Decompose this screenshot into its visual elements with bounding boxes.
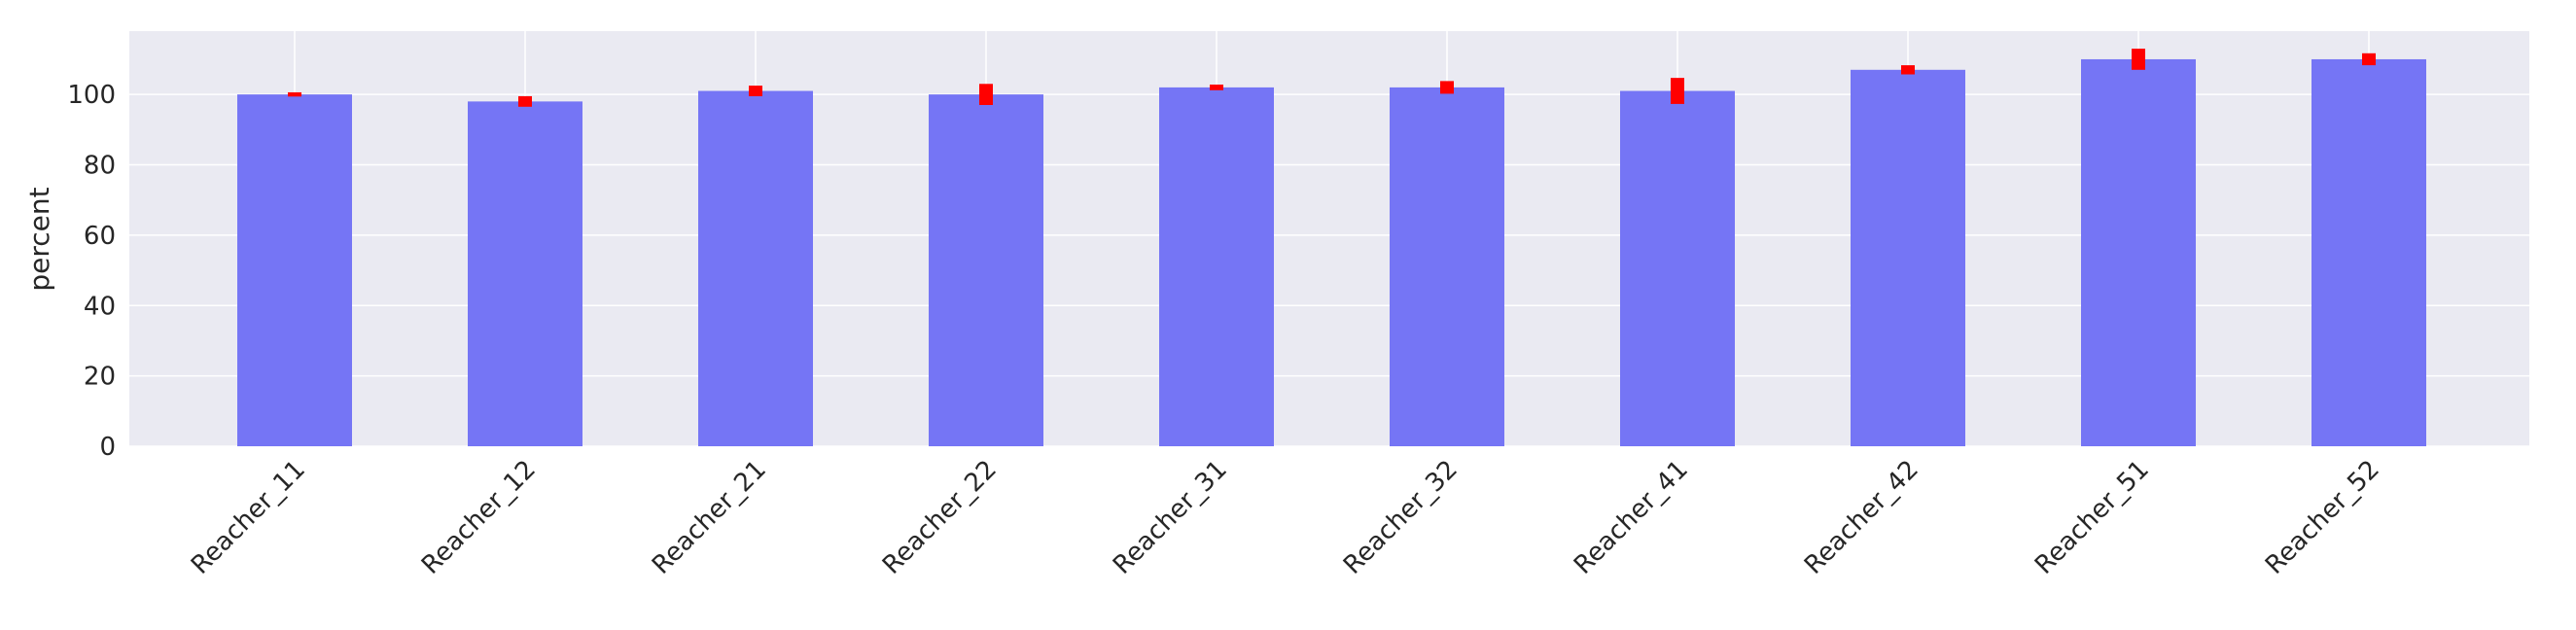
error-bars [288,49,2376,107]
bar-reacher-41 [1620,90,1735,446]
x-tick-label: Reacher_22 [877,455,1003,580]
y-tick-label: 20 [84,363,116,392]
error-bar-reacher-51 [2132,49,2145,70]
x-tick-label: Reacher_32 [1338,455,1464,580]
error-bar-reacher-12 [518,95,532,107]
y-axis-title: percent [23,187,55,291]
y-tick-label: 80 [84,152,116,181]
error-bar-reacher-41 [1671,78,1684,104]
bar-reacher-52 [2311,58,2426,446]
bar-reacher-42 [1851,69,1965,446]
error-bar-reacher-42 [1901,65,1915,75]
bar-reacher-21 [698,90,813,446]
bar-reacher-32 [1390,87,1504,446]
x-tick-label: Reacher_42 [1799,455,1924,580]
error-bar-reacher-31 [1210,85,1223,90]
bars [237,58,2426,447]
x-tick-label: Reacher_21 [647,455,772,580]
x-tick-label: Reacher_11 [186,455,311,580]
error-bar-reacher-22 [979,84,993,105]
error-bar-reacher-32 [1440,81,1454,94]
x-tick-label: Reacher_52 [2260,455,2385,580]
x-tick-label: Reacher_41 [1569,455,1694,580]
x-axis-ticks: Reacher_11 Reacher_12 Reacher_21 Reacher_22… [186,455,2385,580]
bar-reacher-22 [929,94,1043,446]
y-tick-label: 100 [67,81,116,110]
y-axis-ticks: 0 20 40 60 80 100 [67,81,116,462]
bar-reacher-12 [468,101,582,447]
y-tick-label: 0 [99,433,116,462]
y-tick-label: 60 [84,222,116,251]
y-tick-label: 40 [84,292,116,321]
x-tick-label: Reacher_12 [416,455,542,580]
error-bar-reacher-11 [288,91,301,97]
bar-reacher-31 [1159,87,1274,446]
x-tick-label: Reacher_51 [2029,455,2155,580]
x-tick-label: Reacher_31 [1108,455,1233,580]
error-bar-reacher-21 [749,86,762,96]
bar-reacher-11 [237,94,352,446]
error-bar-reacher-52 [2362,52,2376,66]
bar-reacher-51 [2081,58,2196,446]
